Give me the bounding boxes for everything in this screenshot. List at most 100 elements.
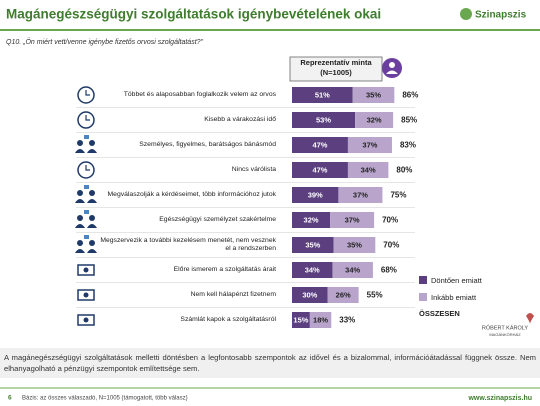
rows: Többet és alaposabban foglalkozik velem … [75, 86, 418, 328]
icon-person-body [75, 224, 97, 228]
title-bar [0, 0, 540, 28]
value-label: 32% [367, 115, 382, 124]
summary-box [0, 348, 540, 378]
bar-segment [292, 87, 353, 103]
icon-person [77, 140, 83, 146]
title: Magánegészségügyi szolgáltatások igénybe… [6, 7, 381, 22]
category-label-holder: Kisebb a várakozási idő [204, 116, 276, 123]
icon-person [77, 240, 83, 246]
value-label: 37% [353, 190, 368, 199]
value-label: 51% [315, 90, 330, 99]
icon-money-coin [83, 267, 89, 273]
category-label-holder: Megszervezik a további kezelésem menetét… [100, 237, 276, 252]
category-label-holder: Számlát kapok a szolgáltatásról [180, 316, 276, 323]
total-label: 80% [396, 166, 412, 175]
value-label: 47% [312, 140, 327, 149]
legend-total: ÖSSZESEN [419, 309, 460, 318]
logo-icon [460, 8, 472, 20]
bar-segment [292, 187, 339, 203]
total-label: 70% [382, 216, 398, 225]
value-label: 18% [313, 315, 328, 324]
category-label: Nincs várólista [231, 166, 276, 173]
page-number: 6 [8, 395, 12, 402]
value-label: 34% [361, 165, 376, 174]
bar-segment [330, 212, 375, 228]
bar-segment [292, 112, 356, 128]
partner-sub: MAGÁNKÓRHÁZ [489, 332, 521, 337]
icon-money-coin [83, 292, 89, 298]
category-label-holder: Többet és alaposabban foglalkozik velem … [123, 91, 276, 98]
category-label: Kisebb a várakozási idő [204, 116, 276, 123]
logo: Szinapszis [475, 10, 527, 21]
value-label: 47% [312, 165, 327, 174]
category-label-holder: Személyes, figyelmes, barátságos bánásmó… [139, 141, 276, 148]
bar-segment [292, 162, 348, 178]
icon-bubble [84, 185, 89, 189]
icon-clock-hands [85, 165, 90, 171]
icon-person [89, 190, 95, 196]
category-label-holder: Megválaszolják a kérdéseimet, több infor… [107, 191, 277, 198]
value-label: 34% [345, 265, 360, 274]
bar-segment [355, 112, 394, 128]
sample-icon-body [386, 70, 398, 74]
icon-person [89, 140, 95, 146]
base: Bázis: az összes válaszadó, N=1005 (támo… [22, 396, 188, 402]
bar-segment [292, 137, 348, 153]
total-label: 70% [383, 241, 399, 250]
bar-segment [332, 262, 373, 278]
value-label: 15% [293, 315, 308, 324]
sample-icon-head [389, 62, 395, 68]
question: Q10. „Ön miért vett/venne igénybe fizető… [6, 38, 204, 46]
icon-bubble [84, 135, 89, 139]
url: www.szinapszis.hu [467, 395, 532, 402]
bar-segment [347, 162, 389, 178]
legend-label: Döntően emiatt [431, 276, 483, 285]
category-label: Egészségügyi személyzet szakértelme [159, 216, 276, 223]
icon-person [77, 215, 83, 221]
legend-label: Inkább emiatt [431, 293, 477, 302]
icon-clock-hands [85, 115, 90, 121]
category-label: Többet és alaposabban foglalkozik velem … [123, 91, 276, 98]
bar-segment [292, 212, 331, 228]
total-label: 85% [401, 116, 417, 125]
bar-segment [327, 287, 359, 303]
bar-segment [338, 187, 383, 203]
total-label: 83% [400, 141, 416, 150]
bar-segment [333, 237, 376, 253]
bar-segment [309, 312, 332, 328]
summary: A magánegészségügyi szolgáltatások melle… [4, 353, 536, 373]
sample-box [289, 56, 383, 82]
bar-segment [292, 237, 334, 253]
icon-clock-hands [85, 90, 90, 96]
icon-person [89, 240, 95, 246]
icon-bubble [84, 235, 89, 239]
icon-bubble [84, 210, 89, 214]
bar-segment [352, 87, 395, 103]
value-label: 35% [347, 240, 362, 249]
bar-segment [292, 262, 333, 278]
sample-box-text: Reprezentatív minta (N=1005) [300, 58, 372, 77]
category-label-holder: Nincs várólista [231, 166, 276, 173]
partner: RÓBERT KÁROLY [482, 324, 528, 331]
value-label: 37% [345, 215, 360, 224]
value-label: 37% [362, 140, 377, 149]
value-label: 35% [366, 90, 381, 99]
icon-person-body [75, 249, 97, 253]
category-label-holder: Egészségügyi személyzet szakértelme [159, 216, 276, 223]
value-label: 30% [302, 290, 317, 299]
total-label: 86% [402, 91, 418, 100]
icon-person-body [75, 149, 97, 153]
bar-segment [347, 137, 392, 153]
bar-segment [292, 312, 310, 328]
category-label: Megválaszolják a kérdéseimet, több infor… [107, 191, 277, 198]
category-label: Előre ismerem a szolgáltatás árait [173, 266, 276, 273]
icon-person-body [75, 199, 97, 203]
legend-swatch [419, 293, 427, 301]
value-label: 32% [304, 215, 319, 224]
total-label: 33% [339, 316, 355, 325]
sample-box-text-holder: Reprezentatív minta (N=1005) [300, 58, 372, 77]
icon-money-coin [83, 317, 89, 323]
icon-person [77, 190, 83, 196]
